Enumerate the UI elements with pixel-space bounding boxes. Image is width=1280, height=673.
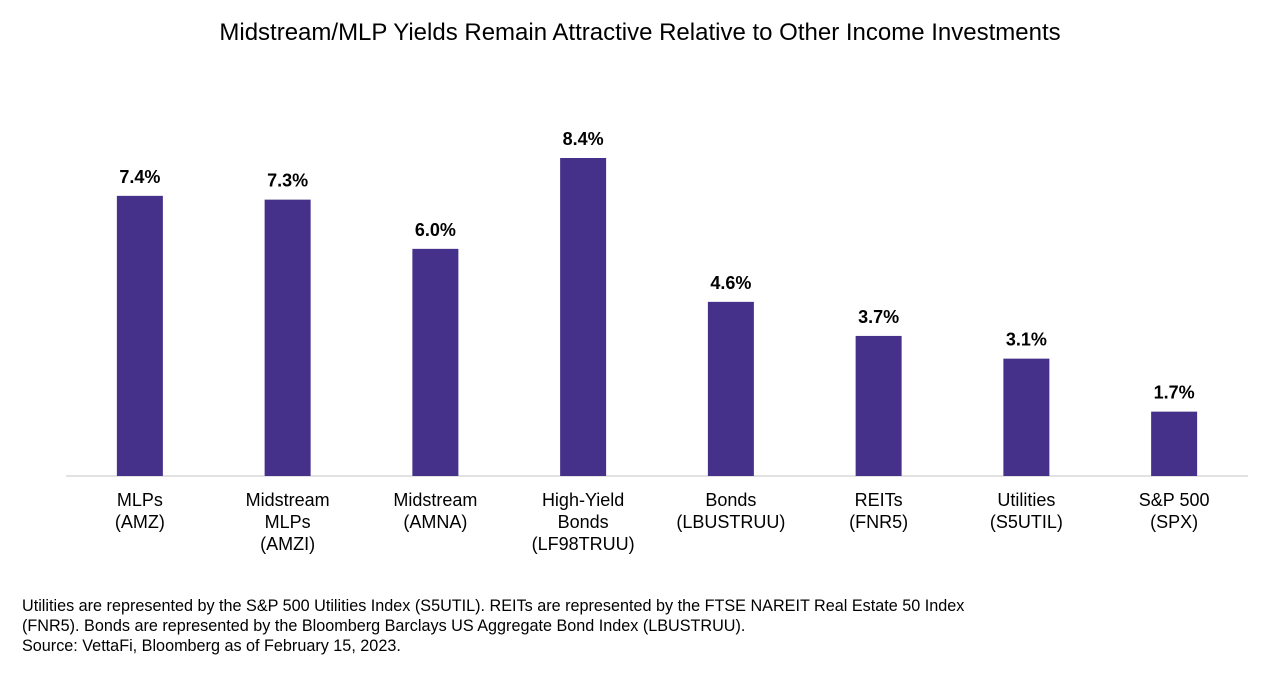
x-tick-label: Midstream MLPs (AMZI)	[246, 490, 330, 554]
x-tick-label-line: (SPX)	[1150, 512, 1198, 532]
x-tick-label-line: MLPs	[265, 512, 311, 532]
x-tick-label-line: Midstream	[246, 490, 330, 510]
x-tick-label-line: S&P 500	[1139, 490, 1210, 510]
x-tick-label-line: (LF98TRUU)	[532, 534, 635, 554]
footnote-line-1: Utilities are represented by the S&P 500…	[22, 597, 965, 615]
footnote-line-3: Source: VettaFi, Bloomberg as of Februar…	[22, 637, 401, 655]
data-label: 8.4%	[563, 129, 604, 149]
x-tick-label-line: High-Yield	[542, 490, 624, 510]
data-label: 3.1%	[1006, 330, 1047, 350]
x-tick-label-line: Midstream	[393, 490, 477, 510]
x-tick-label-line: (AMZI)	[260, 534, 315, 554]
footnote-line-2: (FNR5). Bonds are represented by the Blo…	[22, 617, 746, 635]
x-tick-label: S&P 500 (SPX)	[1139, 490, 1210, 532]
x-tick-label-line: (FNR5)	[849, 512, 908, 532]
x-tick-label-line: (AMZ)	[115, 512, 165, 532]
bar	[412, 248, 459, 476]
data-label: 7.3%	[267, 171, 308, 191]
x-tick-label-line: (S5UTIL)	[990, 512, 1063, 532]
data-label: 1.7%	[1154, 383, 1195, 403]
x-tick-label: Bonds (LBUSTRUU)	[676, 490, 785, 532]
bar-chart: 7.4%MLPs (AMZ)7.3%Midstream MLPs (AMZI)6.0%…	[66, 129, 1248, 554]
bar	[1003, 358, 1050, 476]
footnote: Utilities are represented by the S&P 500…	[22, 596, 1222, 656]
x-tick-label: High-Yield Bonds (LF98TRUU)	[532, 490, 635, 554]
x-tick-label-line: REITs	[855, 490, 903, 510]
x-tick-label-line: (LBUSTRUU)	[676, 512, 785, 532]
data-label: 6.0%	[415, 220, 456, 240]
data-label: 4.6%	[710, 273, 751, 293]
x-tick-label-line: MLPs	[117, 490, 163, 510]
data-label: 3.7%	[858, 307, 899, 327]
bar	[116, 195, 163, 476]
x-tick-label-line: (AMNA)	[403, 512, 467, 532]
x-tick-label-line: Utilities	[997, 490, 1055, 510]
x-tick-label: MLPs (AMZ)	[115, 490, 165, 532]
bar	[560, 158, 607, 476]
data-label: 7.4%	[119, 167, 160, 187]
chart-title: Midstream/MLP Yields Remain Attractive R…	[219, 19, 1061, 46]
x-tick-label: Midstream (AMNA)	[393, 490, 477, 532]
x-tick-label-line: Bonds	[705, 490, 756, 510]
bar	[707, 301, 754, 476]
bar	[1151, 411, 1198, 476]
x-tick-label: Utilities (S5UTIL)	[990, 490, 1063, 532]
bar	[264, 199, 311, 476]
x-tick-label: REITs (FNR5)	[849, 490, 908, 532]
x-tick-label-line: Bonds	[558, 512, 609, 532]
bar	[855, 335, 902, 476]
